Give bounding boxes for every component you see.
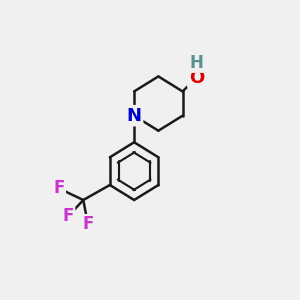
Text: F: F [53,179,65,197]
Text: H: H [190,54,203,72]
Text: O: O [189,69,204,87]
Text: N: N [127,107,142,125]
Text: F: F [82,215,94,233]
Text: F: F [63,207,74,225]
